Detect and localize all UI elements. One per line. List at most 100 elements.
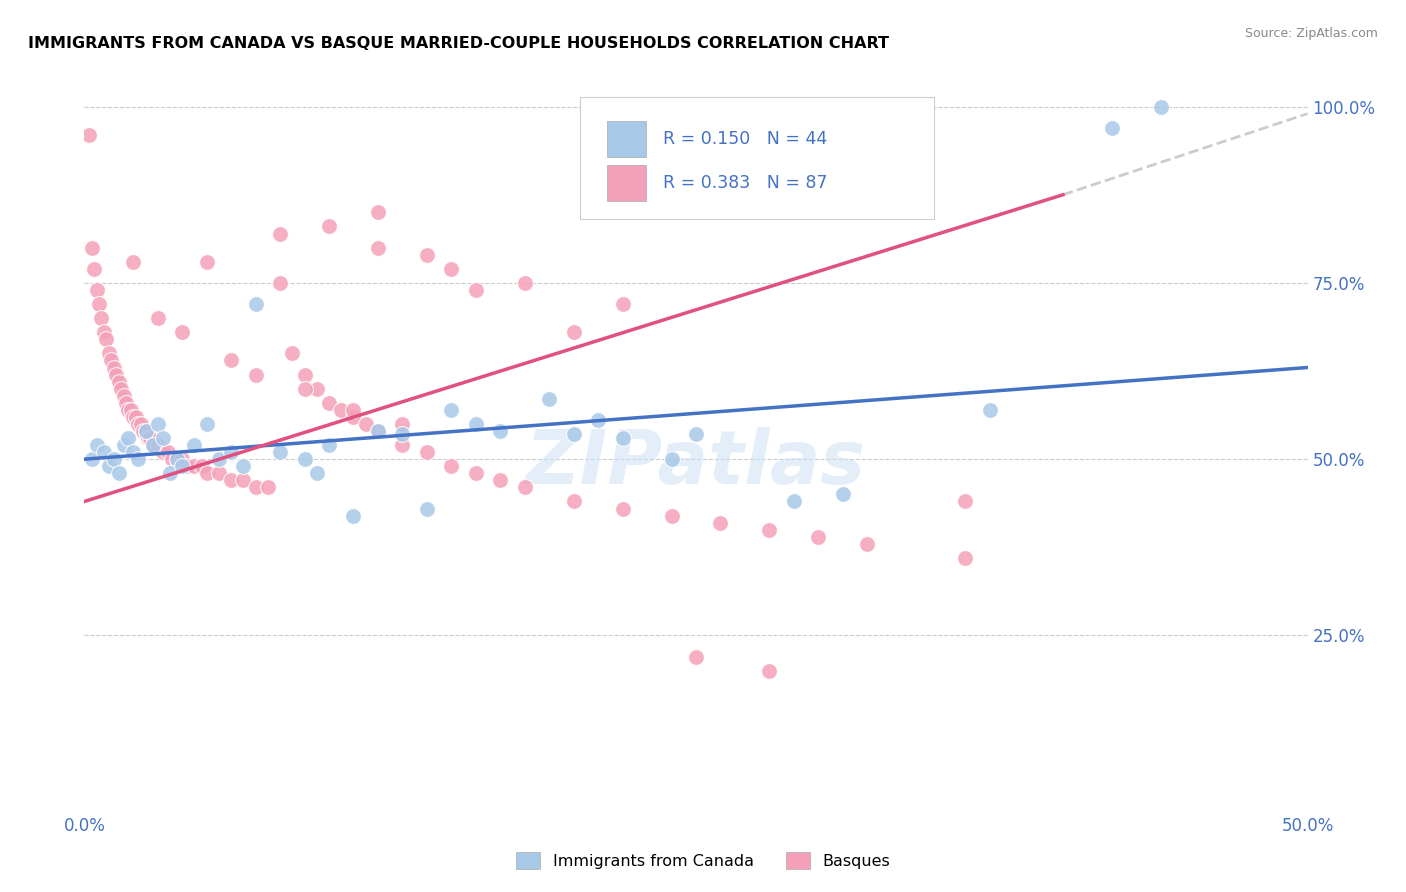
Point [612,501,634,516]
Point [416,445,439,459]
Point [318,219,340,234]
Point [685,649,707,664]
Point [195,417,218,431]
Point [139,431,162,445]
Point [367,205,389,219]
Point [269,227,291,241]
Point [257,480,280,494]
Point [195,467,218,481]
Bar [606,165,645,201]
Point [219,353,242,368]
Point [367,424,389,438]
Point [807,530,830,544]
Point [318,438,340,452]
Point [93,325,115,339]
Point [758,664,780,678]
Point [489,473,512,487]
Text: R = 0.383   N = 87: R = 0.383 N = 87 [664,174,828,192]
Point [245,297,267,311]
Point [87,297,110,311]
Point [86,438,108,452]
Point [115,396,138,410]
Point [464,467,486,481]
Text: R = 0.150   N = 44: R = 0.150 N = 44 [664,129,827,148]
Text: IMMIGRANTS FROM CANADA VS BASQUE MARRIED-COUPLE HOUSEHOLDS CORRELATION CHART: IMMIGRANTS FROM CANADA VS BASQUE MARRIED… [28,36,889,51]
Point [125,409,148,424]
Point [97,459,120,474]
Point [513,276,536,290]
Point [562,325,585,339]
Point [135,424,157,438]
Point [440,459,463,474]
Point [318,396,340,410]
Point [172,325,194,339]
Point [440,261,463,276]
Point [354,417,377,431]
Point [342,402,364,417]
Point [391,417,413,431]
Point [208,467,231,481]
Point [152,445,174,459]
Point [112,389,135,403]
Point [120,402,142,417]
Point [464,417,486,431]
Point [105,368,128,382]
Point [83,261,105,276]
Point [166,452,188,467]
Point [831,487,853,501]
Point [281,346,304,360]
Bar [606,121,645,156]
Point [219,473,242,487]
Point [367,424,389,438]
Point [183,459,205,474]
Point [93,445,115,459]
Point [856,537,879,551]
Point [166,452,188,467]
Point [612,431,634,445]
Point [96,332,118,346]
Point [305,467,328,481]
Text: Source: ZipAtlas.com: Source: ZipAtlas.com [1244,27,1378,40]
Point [391,427,413,442]
Point [342,409,364,424]
Point [172,459,194,474]
Point [538,392,561,407]
Point [183,438,205,452]
Point [127,452,149,467]
Point [232,473,254,487]
Point [90,311,112,326]
Point [245,480,267,494]
Point [97,346,120,360]
FancyBboxPatch shape [579,97,935,219]
Text: ZIPatlas: ZIPatlas [526,427,866,500]
Point [107,375,129,389]
Point [661,508,683,523]
Point [136,431,159,445]
Point [176,459,198,474]
Point [294,368,316,382]
Point [612,297,634,311]
Point [191,459,214,474]
Point [122,409,145,424]
Point [80,241,103,255]
Point [122,254,145,268]
Point [685,427,707,442]
Point [440,402,463,417]
Point [156,445,179,459]
Point [110,382,132,396]
Point [172,452,194,467]
Point [103,360,125,375]
Point [330,402,353,417]
Point [305,382,328,396]
Point [117,402,139,417]
Point [146,311,169,326]
Point [135,424,157,438]
Point [367,241,389,255]
Point [416,501,439,516]
Point [391,438,413,452]
Point [269,445,291,459]
Point [294,452,316,467]
Point [232,459,254,474]
Point [1101,120,1123,135]
Point [342,508,364,523]
